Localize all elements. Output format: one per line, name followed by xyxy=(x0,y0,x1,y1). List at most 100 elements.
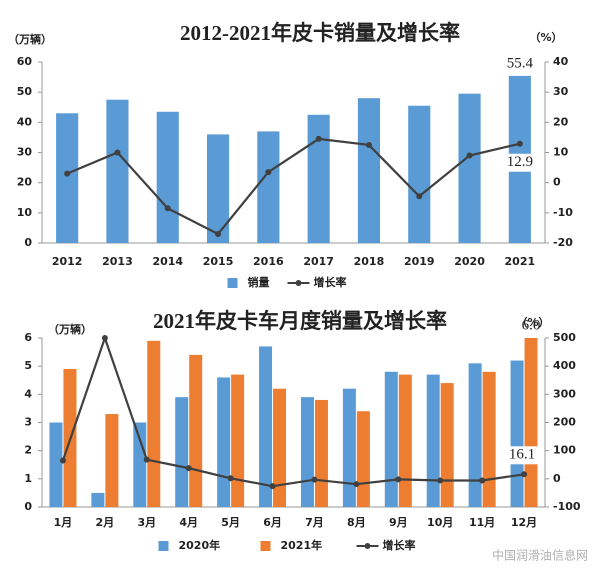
y2-tick-label: 0 xyxy=(553,472,561,485)
x-tick-label: 2012 xyxy=(52,255,83,268)
data-label: 6.0 xyxy=(522,317,541,333)
x-tick-label: 7月 xyxy=(305,516,324,529)
y-axis-label: （万辆） xyxy=(8,32,52,46)
bar xyxy=(217,377,231,507)
x-tick-label: 11月 xyxy=(469,516,495,529)
bar xyxy=(300,397,314,507)
line-point xyxy=(395,476,402,483)
line-point xyxy=(365,141,372,148)
y-tick-label: 6 xyxy=(24,331,32,344)
y-tick-label: 20 xyxy=(17,176,33,189)
x-tick-label: 10月 xyxy=(427,516,453,529)
line-point xyxy=(416,193,423,200)
bar xyxy=(156,111,179,244)
x-tick-label: 2020 xyxy=(454,255,485,268)
x-tick-label: 9月 xyxy=(389,516,408,529)
bar xyxy=(49,422,63,507)
bar xyxy=(231,374,245,507)
legend-swatch xyxy=(260,541,271,551)
y2-tick-label: 0 xyxy=(553,176,561,189)
bar xyxy=(482,371,496,507)
bar xyxy=(105,414,119,507)
x-tick-label: 2017 xyxy=(303,255,334,268)
line-point xyxy=(353,481,360,488)
x-tick-label: 2月 xyxy=(96,516,115,529)
y2-tick-label: -100 xyxy=(553,500,581,513)
line-point xyxy=(64,170,71,177)
x-tick-label: 2019 xyxy=(404,255,435,268)
y-tick-label: 5 xyxy=(24,359,32,372)
y-tick-label: 2 xyxy=(24,444,32,457)
y-tick-label: 4 xyxy=(24,387,32,400)
line-point xyxy=(437,477,444,484)
legend-label: 增长率 xyxy=(314,275,347,289)
line-point xyxy=(466,152,473,159)
legend-label: 增长率 xyxy=(383,538,416,552)
bar xyxy=(342,388,356,507)
legend-label: 销量 xyxy=(248,275,270,289)
data-label-bg xyxy=(499,153,540,172)
y-tick-label: 3 xyxy=(24,416,32,429)
y2-tick-label: 100 xyxy=(553,444,576,457)
line-point xyxy=(315,135,322,142)
line-point xyxy=(114,149,121,156)
bar xyxy=(147,340,161,507)
y2-tick-label: 10 xyxy=(553,146,569,159)
x-tick-label: 3月 xyxy=(137,516,156,529)
line-point xyxy=(479,477,486,484)
bar xyxy=(273,388,287,507)
bar xyxy=(426,374,440,507)
x-tick-label: 1月 xyxy=(54,516,73,529)
bar xyxy=(384,371,398,507)
x-tick-label: 2021 xyxy=(505,255,536,268)
bar xyxy=(314,399,328,507)
bar xyxy=(189,354,203,507)
line-point xyxy=(311,476,318,483)
watermark: 中国润滑油信息网 xyxy=(492,548,588,563)
y-tick-label: 60 xyxy=(17,55,33,68)
bar xyxy=(175,397,189,507)
line xyxy=(66,137,521,236)
line-point xyxy=(59,457,66,464)
bar xyxy=(356,411,370,507)
y-tick-label: 40 xyxy=(17,115,33,128)
y2-tick-label: 40 xyxy=(553,55,569,68)
chart-title: 2021年皮卡车月度销量及增长率 xyxy=(153,309,447,333)
x-tick-label: 2018 xyxy=(354,255,385,268)
bar xyxy=(56,113,79,244)
bar xyxy=(206,134,230,243)
y-tick-label: 50 xyxy=(17,85,33,98)
bar xyxy=(307,114,330,244)
x-tick-label: 8月 xyxy=(347,516,366,529)
y2-axis-label: （%） xyxy=(516,316,549,329)
y2-tick-label: 20 xyxy=(553,115,569,128)
line-point xyxy=(101,335,108,341)
bar xyxy=(133,422,147,507)
x-tick-label: 2014 xyxy=(152,255,183,268)
bar xyxy=(524,338,538,507)
bar xyxy=(440,383,454,507)
bar xyxy=(510,360,524,507)
legend-swatch xyxy=(227,278,238,288)
line-point xyxy=(143,456,150,463)
y-tick-label: 0 xyxy=(24,236,32,249)
y2-tick-label: 500 xyxy=(553,331,576,344)
y-tick-label: 0 xyxy=(24,500,32,513)
line-point xyxy=(164,205,171,212)
data-label-bg xyxy=(504,446,545,465)
data-label: 12.9 xyxy=(507,154,533,170)
bar xyxy=(357,98,381,243)
bar xyxy=(257,131,280,243)
x-tick-label: 2016 xyxy=(253,255,284,268)
line-point xyxy=(516,140,523,147)
y-axis-label: （万辆） xyxy=(48,322,92,336)
y2-tick-label: -20 xyxy=(553,236,573,249)
x-tick-label: 4月 xyxy=(179,516,198,529)
x-tick-label: 2013 xyxy=(102,255,133,268)
chart-title: 2012-2021年皮卡销量及增长率 xyxy=(180,21,460,45)
legend-swatch xyxy=(295,280,302,286)
bar xyxy=(468,363,482,507)
line-point xyxy=(265,169,272,176)
